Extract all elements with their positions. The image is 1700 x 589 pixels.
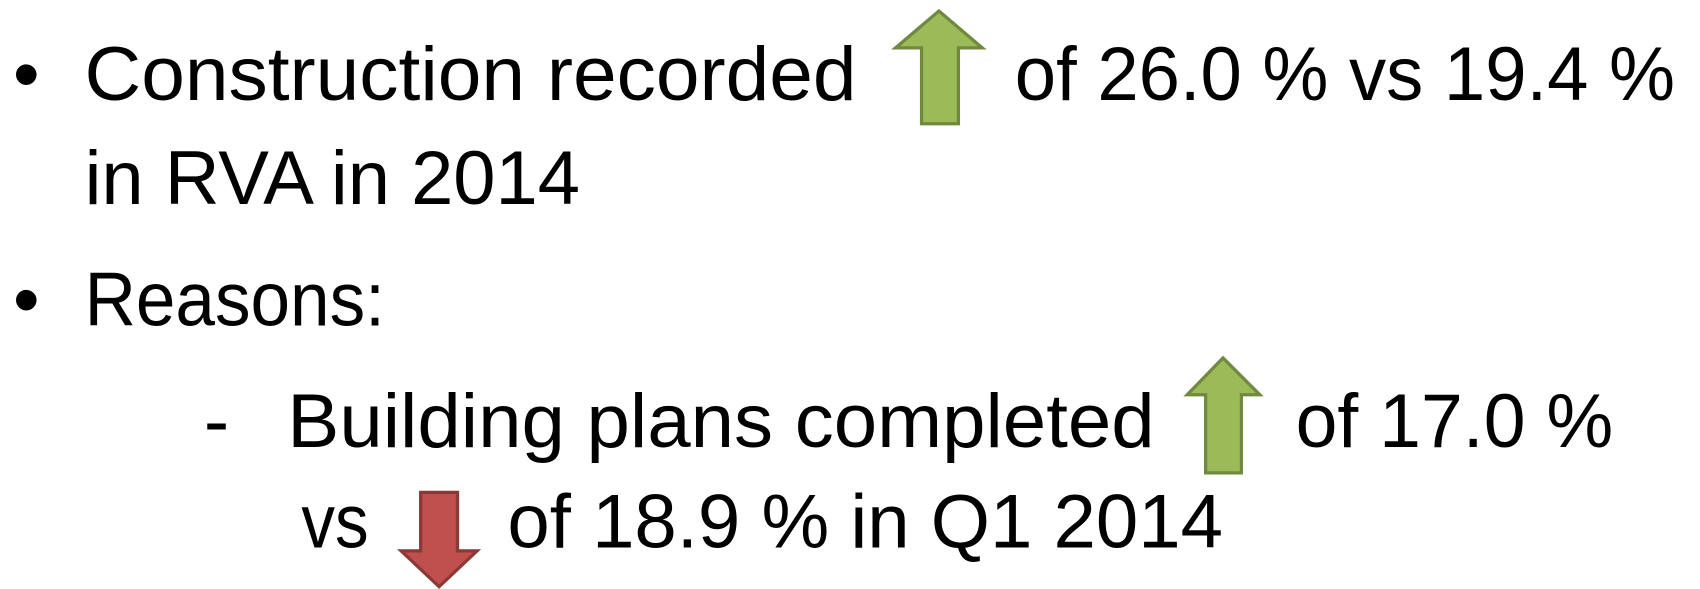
text: Reasons: [85, 257, 385, 342]
text: Building plans completed [287, 379, 1154, 464]
dash: - [204, 379, 229, 464]
text: of 18.9 % in Q1 2014 [507, 480, 1223, 565]
up-arrow [1183, 355, 1264, 475]
down-arrow [397, 490, 482, 589]
text: in RVA in 2014 [85, 136, 580, 221]
bullet: • [13, 257, 40, 342]
text: vs [301, 480, 368, 565]
text: of 26.0 % vs 19.4 % [1015, 32, 1675, 117]
bullet: • [13, 32, 40, 117]
text: Construction recorded [85, 32, 857, 117]
up-arrow [891, 8, 987, 126]
text: of 17.0 % [1296, 379, 1614, 464]
